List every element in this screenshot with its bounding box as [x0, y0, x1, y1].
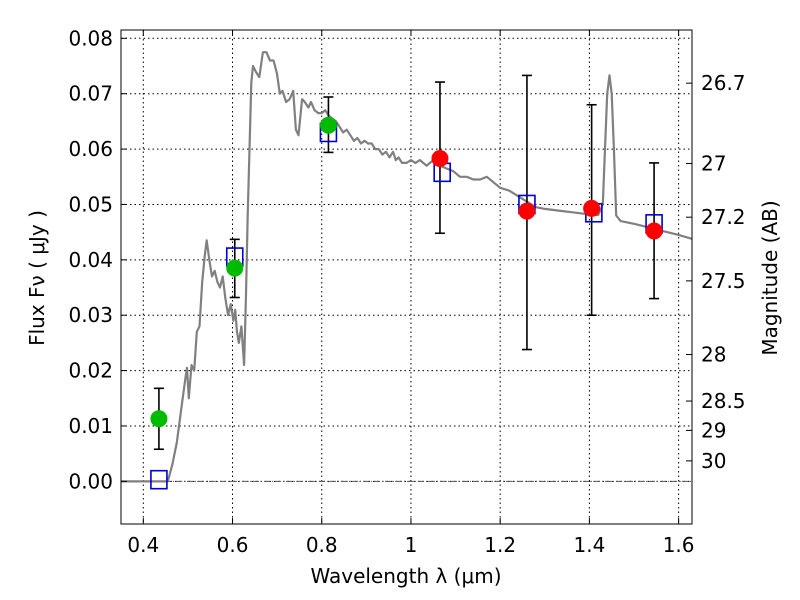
- y2-tick-label: 27.2: [701, 205, 746, 229]
- optical-flux-point: [226, 259, 244, 277]
- x-tick-label: 1.4: [573, 533, 605, 557]
- y-tick-label: 0.02: [68, 359, 113, 383]
- optical-flux-point: [150, 410, 168, 428]
- y2-tick-label: 27.5: [701, 269, 746, 293]
- y2-tick-label: 29: [701, 418, 726, 442]
- nir-flux-point: [583, 199, 601, 217]
- y2-tick-label: 27: [701, 151, 726, 175]
- x-axis-label: Wavelength λ (μm): [310, 564, 501, 588]
- y-tick-label: 0.01: [68, 414, 113, 438]
- y2-tick-labels: 26.7 27 27.2 27.5 28 28.5 29 30: [701, 71, 746, 473]
- plot-frame: [120, 29, 693, 525]
- y-axis-label: Flux Fν ( μJy ): [25, 210, 49, 346]
- x-tick-label: 0.6: [217, 533, 249, 557]
- y-tick-label: 0.03: [68, 303, 113, 327]
- y-tick-label: 0.05: [68, 192, 113, 216]
- y-tick-label: 0.08: [68, 26, 113, 50]
- y2-tick-label: 30: [701, 449, 726, 473]
- y2-tick-label: 26.7: [701, 71, 746, 95]
- y2-tick-label: 28.5: [701, 389, 746, 413]
- y2-axis-label: Magnitude (AB): [758, 200, 782, 355]
- nir-flux-point: [518, 202, 536, 220]
- model-spectrum-line: [121, 51, 693, 483]
- y-tick-label: 0.06: [68, 137, 113, 161]
- nir-flux-point: [431, 149, 449, 167]
- x-tick-label: 1.6: [663, 533, 695, 557]
- y-tick-labels: 0.00 0.01 0.02 0.03 0.04 0.05 0.06 0.07 0.08: [68, 26, 113, 493]
- x-tick-label: 1.2: [484, 533, 516, 557]
- y-tick-label: 0.04: [68, 248, 113, 272]
- y2-tick-label: 28: [701, 343, 726, 367]
- axis-ticks: [121, 30, 692, 524]
- x-tick-label: 0.8: [306, 533, 338, 557]
- model-photometry-marker: [150, 469, 168, 490]
- x-tick-labels: 0.4 0.6 0.8 1 1.2 1.4 1.6: [127, 533, 694, 557]
- y-tick-label: 0.07: [68, 82, 113, 106]
- nir-flux-point: [645, 222, 663, 240]
- model-spectrum: [121, 51, 693, 483]
- optical-flux-point: [319, 116, 337, 134]
- x-tick-label: 0.4: [127, 533, 159, 557]
- x-tick-label: 1: [405, 533, 418, 557]
- y-tick-label: 0.00: [68, 469, 113, 493]
- data-markers: [150, 116, 663, 490]
